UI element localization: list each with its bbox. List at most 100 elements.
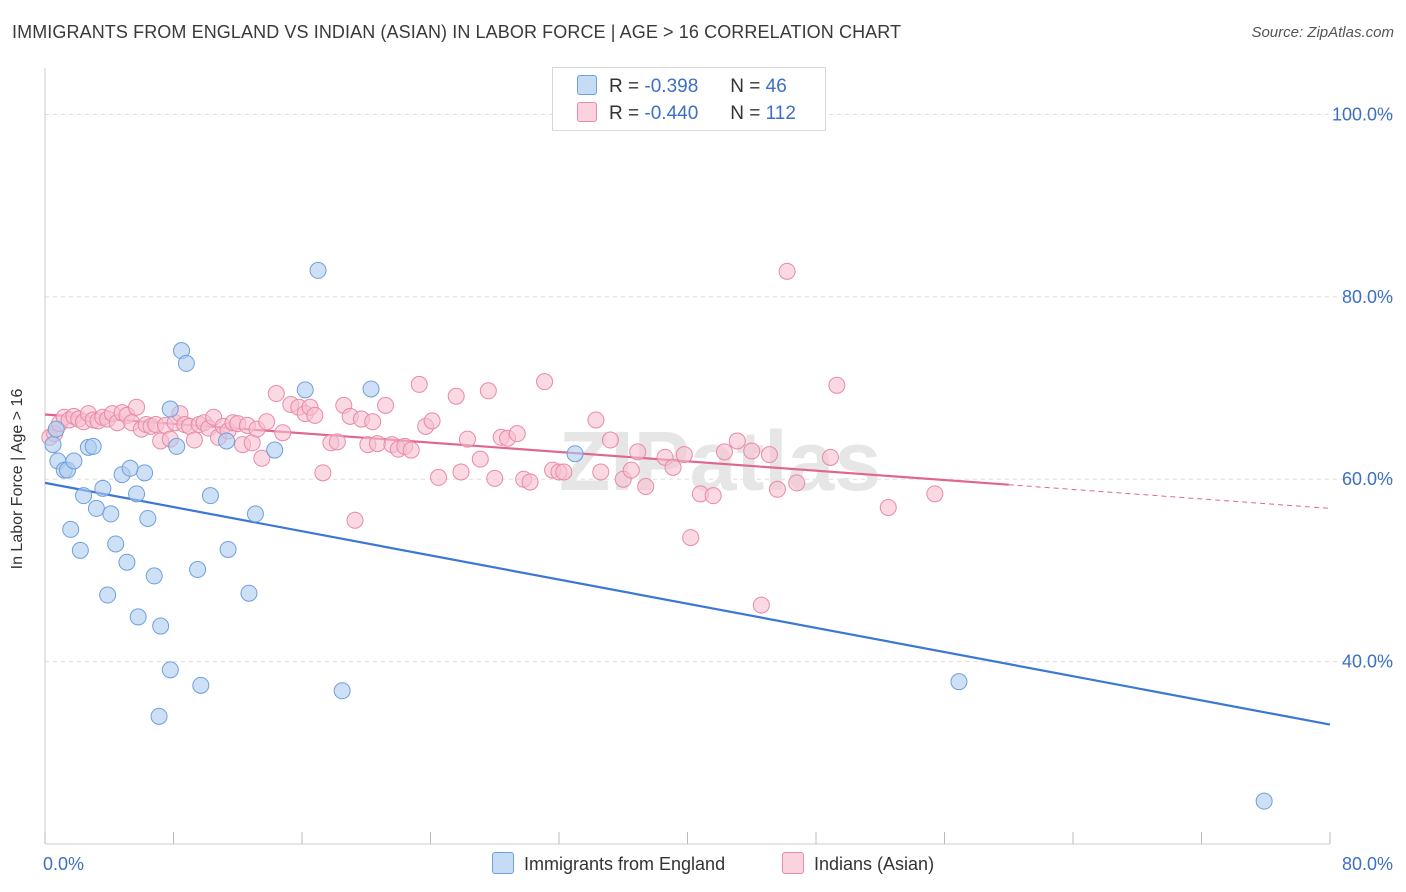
england-point (121, 459, 139, 477)
indians-point (637, 478, 655, 496)
england-point (99, 586, 117, 604)
indians-point (410, 375, 428, 393)
indians-point (253, 449, 271, 467)
indians-point (728, 432, 746, 450)
england-point (84, 437, 102, 455)
indians-point (622, 461, 640, 479)
stats-legend: R = -0.398 N = 46 R = -0.440 N = 112 (552, 67, 826, 131)
england-point (128, 485, 146, 503)
england-point (65, 452, 83, 470)
england-point (161, 400, 179, 418)
indians-point (306, 406, 324, 424)
y-tick-label: 60.0% (1342, 469, 1393, 489)
legend-n-value: 46 (765, 76, 787, 97)
legend-r-value: -0.398 (644, 76, 699, 97)
england-point (136, 464, 154, 482)
y-tick-label: 80.0% (1342, 287, 1393, 307)
england-point (102, 505, 120, 523)
bottom-legend-indians: Indians (Asian) (782, 852, 934, 875)
indians-point (274, 424, 292, 442)
y-tick-label: 100.0% (1332, 104, 1393, 124)
grid (45, 113, 1395, 663)
indians-point (715, 443, 733, 461)
indians-point (682, 529, 700, 547)
indians-point (452, 463, 470, 481)
bottom-legend-england: Immigrants from England (492, 852, 725, 875)
legend-n-value: 112 (765, 103, 796, 124)
legend-row-england: R = -0.398 N = 46 (577, 75, 787, 99)
england-point (118, 553, 136, 571)
indians-point (664, 458, 682, 476)
england-point (129, 608, 147, 626)
indians-point (778, 262, 796, 280)
legend-swatch-blue (492, 852, 514, 874)
england-point (47, 420, 65, 438)
tick-labels: 40.0% 60.0% 80.0% 100.0% 0.0% 80.0% (43, 104, 1393, 874)
england-point (192, 676, 210, 694)
axes (44, 68, 1331, 845)
indians-point (601, 431, 619, 449)
england-point (44, 436, 62, 454)
england-point (161, 661, 179, 679)
indians-point (368, 435, 386, 453)
indians-point (267, 385, 285, 403)
england-point (246, 505, 264, 523)
source-label: Source: ZipAtlas.com (1251, 24, 1394, 41)
england-point (145, 567, 163, 585)
legend-r-value: -0.440 (644, 103, 699, 124)
england-point (950, 673, 968, 691)
indians-point (364, 413, 382, 431)
england-point (333, 682, 351, 700)
indians-point (768, 480, 786, 498)
indians-point (402, 441, 420, 459)
indians-point (629, 443, 647, 461)
indians-point (479, 382, 497, 400)
england-point (566, 445, 584, 463)
indians-point (675, 446, 693, 464)
y-tick-label: 40.0% (1342, 652, 1393, 672)
indians-point (508, 425, 526, 443)
england-point (62, 520, 80, 538)
england-trend-line (44, 481, 1331, 726)
england-point (150, 707, 168, 725)
legend-row-indians: R = -0.440 N = 112 (577, 102, 796, 126)
indians-point (314, 464, 332, 482)
england-point (107, 535, 125, 553)
legend-swatch-blue (577, 75, 597, 95)
england-point (296, 381, 314, 399)
indians-point (521, 473, 539, 491)
indians-point (471, 450, 489, 468)
indians-point (879, 499, 897, 517)
legend-swatch-pink (782, 852, 804, 874)
england-point (362, 380, 380, 398)
england-point (168, 437, 186, 455)
indians-point (587, 411, 605, 429)
indians-point (828, 376, 846, 394)
chart-title: IMMIGRANTS FROM ENGLAND VS INDIAN (ASIAN… (12, 22, 902, 42)
england-point (139, 509, 157, 527)
indians-point (752, 596, 770, 614)
england-point (240, 584, 258, 602)
england-point (94, 479, 112, 497)
x-tick-label: 0.0% (43, 854, 84, 874)
x-tick-label: 80.0% (1342, 854, 1393, 874)
england-point (219, 540, 237, 558)
england-point (1255, 792, 1273, 810)
indians-point (760, 446, 778, 464)
england-point (201, 487, 219, 505)
england-point (87, 499, 105, 517)
england-point (177, 354, 195, 372)
indians-point (704, 487, 722, 505)
indians-point (743, 442, 761, 460)
indians-trend-extension (1008, 484, 1331, 509)
indians-point (536, 373, 554, 391)
england-point (309, 261, 327, 279)
indians-point (346, 511, 364, 529)
indians-point (821, 448, 839, 466)
indians-point (458, 430, 476, 448)
england-point (189, 561, 207, 579)
indians-point (423, 412, 441, 430)
indians-point (128, 398, 146, 416)
indians-point (430, 468, 448, 486)
